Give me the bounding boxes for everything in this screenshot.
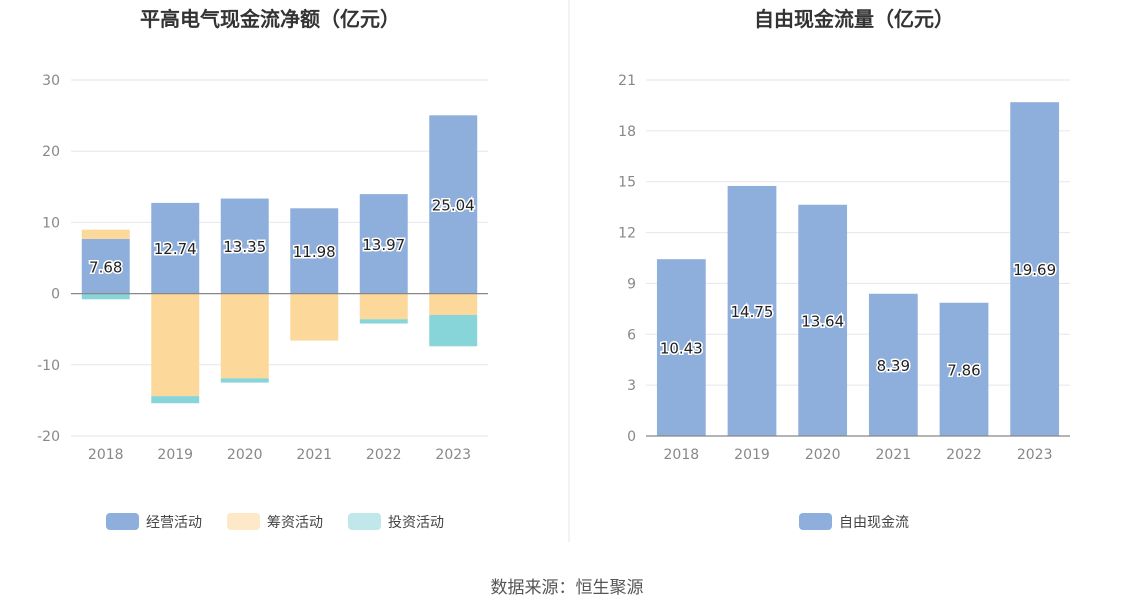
bar-3-2023 <box>429 314 478 347</box>
data-label: 10.43 <box>660 340 703 358</box>
x-tick-label: 2018 <box>88 447 124 463</box>
bar-1-2019 <box>727 185 777 436</box>
bar-1-2021 <box>868 293 918 436</box>
y-tick-label: 0 <box>627 429 636 445</box>
y-tick-label: 30 <box>42 73 60 89</box>
chart-title: 平高电气现金流净额（亿元） <box>140 7 400 31</box>
data-label: 8.39 <box>877 357 910 375</box>
x-tick-label: 2020 <box>227 447 263 463</box>
x-tick-label: 2018 <box>664 447 700 463</box>
bar-3-2022 <box>359 319 408 324</box>
bar-1-2021 <box>290 208 339 294</box>
y-tick-label: 12 <box>618 226 636 242</box>
data-label: 13.64 <box>801 312 844 330</box>
bar-3-2020 <box>220 378 269 383</box>
bar-1-2020 <box>220 198 269 294</box>
y-tick-label: 9 <box>627 276 636 292</box>
data-label: 11.98 <box>293 243 336 261</box>
x-tick-label: 2021 <box>296 447 332 463</box>
y-tick-label: 18 <box>618 124 636 140</box>
chart-title: 自由现金流量（亿元） <box>754 7 954 31</box>
x-tick-label: 2020 <box>805 447 841 463</box>
bar-1-2018 <box>656 259 706 436</box>
x-tick-label: 2022 <box>366 447 402 463</box>
data-label: 14.75 <box>731 303 774 321</box>
data-label: 25.04 <box>432 196 475 214</box>
data-label: 13.35 <box>223 238 266 256</box>
bar-1-2019 <box>151 202 200 294</box>
source-note: 数据来源：恒生聚源 <box>490 578 644 598</box>
bar-3-2019 <box>151 396 200 404</box>
bar-2-2022 <box>359 293 408 320</box>
x-tick-label: 2023 <box>435 447 471 463</box>
y-tick-label: 10 <box>42 215 60 231</box>
legend-label: 投资活动 <box>388 515 444 531</box>
x-tick-label: 2019 <box>734 447 770 463</box>
x-tick-label: 2022 <box>946 447 982 463</box>
bar-2-2023 <box>429 293 478 315</box>
bar-2-2020 <box>220 293 269 379</box>
legend-label: 经营活动 <box>146 515 202 531</box>
data-label: 12.74 <box>154 240 197 258</box>
y-tick-label: 6 <box>627 327 636 343</box>
data-label: 7.86 <box>947 361 980 379</box>
bar-1-2022 <box>939 302 989 436</box>
legend-swatch <box>106 513 139 530</box>
y-tick-label: 20 <box>42 144 60 160</box>
x-tick-label: 2019 <box>157 447 193 463</box>
y-tick-label: -20 <box>37 429 60 445</box>
y-tick-label: 0 <box>51 287 60 303</box>
data-label: 13.97 <box>362 236 405 254</box>
bar-3-2018 <box>81 293 130 300</box>
x-tick-label: 2021 <box>876 447 912 463</box>
legend-label: 自由现金流 <box>839 515 909 531</box>
cashflow-net-chart: 平高电气现金流净额（亿元） 30 20 10 0 -10 -20 7.68 12.74 13.35… <box>37 7 488 531</box>
bar-1-2023 <box>1010 102 1060 437</box>
y-tick-label: 3 <box>627 378 636 394</box>
y-tick-label: -10 <box>37 358 60 374</box>
data-label: 7.68 <box>89 258 122 276</box>
bar-2-2019 <box>151 293 200 397</box>
data-label: 19.69 <box>1013 261 1056 279</box>
bar-1-2020 <box>798 204 848 436</box>
bar-1-2023 <box>429 115 478 294</box>
legend-swatch <box>799 513 832 530</box>
legend-swatch <box>348 513 381 530</box>
bar-2-2021 <box>290 293 339 341</box>
bar-2-2018 <box>81 229 130 239</box>
free-cashflow-chart: 自由现金流量（亿元） 21 18 15 12 9 6 3 0 10.43 14.75 13.64 8.3… <box>618 7 1070 531</box>
legend-label: 筹资活动 <box>267 514 323 531</box>
y-tick-label: 21 <box>618 73 636 89</box>
legend-swatch <box>227 513 260 530</box>
bar-1-2018 <box>81 238 130 294</box>
x-tick-label: 2023 <box>1017 447 1053 463</box>
y-tick-label: 15 <box>618 175 636 191</box>
bar-1-2022 <box>359 194 408 294</box>
